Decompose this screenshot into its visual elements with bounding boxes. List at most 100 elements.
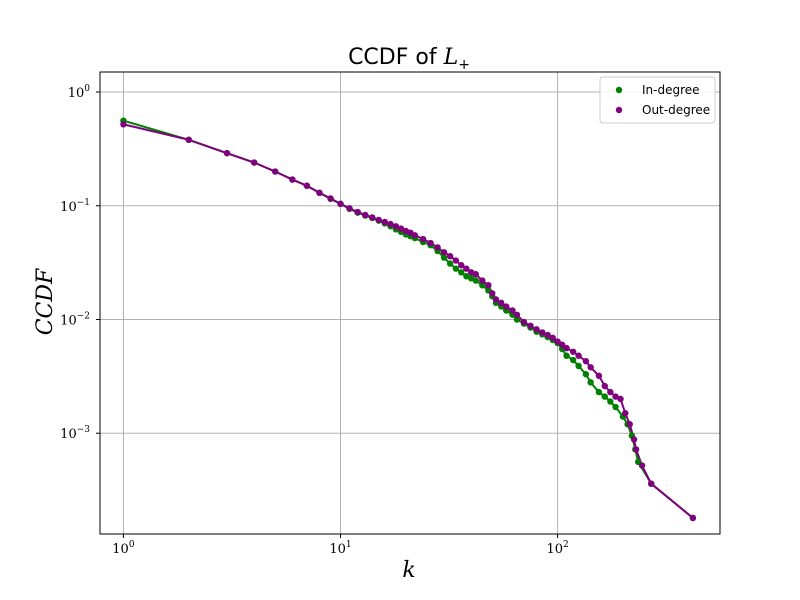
in-degree-point <box>452 265 460 272</box>
out-degree-point <box>632 446 640 453</box>
out-degree-point <box>185 136 192 144</box>
out-degree-point <box>434 244 441 251</box>
out-degree-point <box>575 352 582 359</box>
out-degree-point <box>440 249 448 256</box>
out-degree-point <box>544 331 551 339</box>
out-degree-point <box>626 421 633 428</box>
out-degree-point <box>617 395 624 403</box>
chart-title-math-sub: + <box>458 57 470 73</box>
out-degree-point <box>419 235 427 243</box>
out-degree-line <box>123 123 694 519</box>
out-degree-point <box>648 480 655 487</box>
out-degree-point <box>638 462 646 469</box>
out-degree-point <box>607 388 614 396</box>
out-degree-point <box>498 299 505 307</box>
in-degree-point <box>479 282 486 289</box>
out-degree-point <box>612 393 619 400</box>
in-degree-point <box>582 371 590 378</box>
legend: In-degree Out-degree <box>599 76 716 124</box>
out-degree-point <box>595 372 603 379</box>
out-degree-point <box>392 223 400 230</box>
in-degree-point <box>458 269 465 276</box>
plot-frame <box>99 71 721 535</box>
in-degree-point <box>575 362 582 370</box>
out-degree-point <box>381 218 389 226</box>
out-degree-point <box>549 334 556 342</box>
legend-label-in-degree: In-degree <box>642 83 700 97</box>
legend-marker-in-degree <box>615 86 623 94</box>
out-degree-point <box>346 205 353 212</box>
in-degree-point <box>595 388 603 396</box>
out-degree-point <box>327 195 334 202</box>
x-axis-label: k <box>402 558 415 583</box>
out-degree-point <box>463 265 470 272</box>
out-degree-point <box>509 307 516 314</box>
in-degree-point <box>601 393 608 400</box>
out-degree-point <box>289 176 296 183</box>
out-degree-point <box>601 382 608 390</box>
x-tick-label: 101 <box>329 540 351 557</box>
legend-label-out-degree: Out-degree <box>642 103 710 117</box>
series-points <box>120 117 697 522</box>
out-degree-point <box>513 311 521 318</box>
in-degree-point <box>563 352 570 359</box>
out-degree-point <box>362 211 369 219</box>
out-degree-point <box>485 282 492 289</box>
out-degree-point <box>563 344 570 352</box>
out-degree-point <box>271 168 279 175</box>
out-degree-point <box>387 220 394 228</box>
out-degree-point <box>369 214 376 221</box>
in-degree-point <box>587 379 594 386</box>
out-degree-point <box>539 329 546 336</box>
out-degree-point <box>489 290 496 297</box>
y-axis-label: CCDF <box>33 268 58 335</box>
in-degree-point <box>612 403 619 411</box>
y-tick-label: 10−1 <box>60 198 90 215</box>
out-degree-point <box>630 436 638 443</box>
legend-marker-out-degree <box>615 106 623 114</box>
out-degree-point <box>554 338 561 345</box>
chart-title-text: CCDF of <box>348 45 444 70</box>
out-degree-point <box>492 296 500 303</box>
out-degree-point <box>458 262 465 269</box>
y-tick-label: 10−2 <box>60 311 90 328</box>
out-degree-point <box>120 121 127 128</box>
out-degree-point <box>303 182 311 189</box>
out-degree-point <box>558 341 566 348</box>
out-degree-point <box>587 364 594 371</box>
out-degree-point <box>472 271 479 278</box>
out-degree-point <box>582 357 590 365</box>
out-degree-point <box>622 410 629 417</box>
chart-title-math: L <box>443 45 459 70</box>
in-degree-point <box>446 260 454 267</box>
out-degree-point <box>375 216 382 224</box>
y-tick-label: 10−3 <box>60 425 90 442</box>
y-axis-ticks: 100 10−1 10−2 10−3 <box>60 84 100 442</box>
out-degree-point <box>503 303 510 310</box>
in-degree-point <box>607 398 614 405</box>
out-degree-point <box>316 189 323 196</box>
out-degree-point <box>479 277 486 284</box>
out-degree-point <box>569 348 577 355</box>
out-degree-point <box>446 253 454 260</box>
grid-lines <box>100 72 720 534</box>
x-axis-ticks: 100 101 102 <box>112 534 569 557</box>
in-degree-point <box>569 356 577 364</box>
legend-box <box>599 76 716 124</box>
out-degree-point <box>533 326 540 333</box>
out-degree-point <box>354 208 361 216</box>
out-degree-point <box>411 232 419 239</box>
out-degree-point <box>427 239 434 247</box>
out-degree-point <box>337 200 344 208</box>
in-degree-point <box>463 273 470 280</box>
chart-title: CCDF of L+ <box>348 45 470 73</box>
out-degree-point <box>397 225 405 232</box>
out-degree-point <box>527 322 534 330</box>
in-degree-point <box>472 277 479 284</box>
out-degree-point <box>223 149 231 157</box>
out-degree-point <box>689 514 697 522</box>
out-degree-point <box>452 257 460 264</box>
out-degree-point <box>520 318 528 326</box>
out-degree-point <box>250 159 258 166</box>
